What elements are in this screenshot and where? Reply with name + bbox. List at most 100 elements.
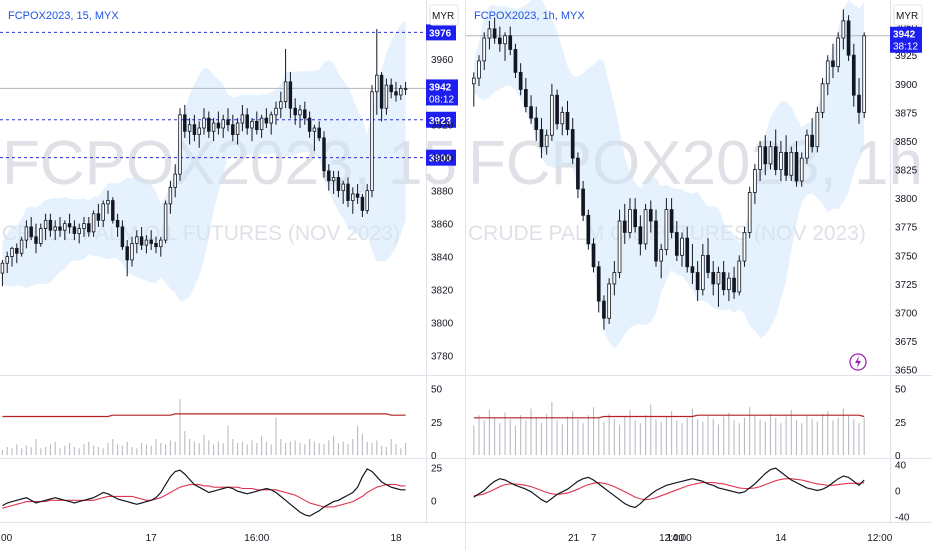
left-candle <box>288 71 293 119</box>
candle-body <box>612 272 617 285</box>
right-candle <box>508 26 513 56</box>
left-price-tick: 3780 <box>431 352 454 363</box>
candle-body <box>565 111 570 130</box>
candle-body <box>389 84 393 93</box>
left-candle <box>346 177 350 208</box>
left-candle <box>58 217 62 237</box>
candle-body <box>346 183 350 201</box>
right-candle <box>690 243 695 284</box>
candle-body <box>231 124 235 135</box>
left-candle <box>231 114 235 142</box>
right-candle <box>648 200 653 233</box>
left-candle <box>370 85 374 198</box>
left-currency-box <box>429 4 459 26</box>
left-candle <box>274 101 278 125</box>
left-candle <box>240 104 245 132</box>
candle-body <box>607 283 611 319</box>
left-osc-tick: 25 <box>431 464 443 475</box>
left-candle <box>322 131 326 178</box>
right-candle <box>643 203 648 250</box>
left-candle <box>394 81 398 102</box>
right-candle <box>524 78 528 113</box>
candle-body <box>498 37 502 45</box>
left-candle <box>111 197 115 224</box>
left-candle <box>226 108 230 132</box>
right-candle <box>846 15 851 61</box>
left-candle <box>235 118 240 145</box>
right-volume-tick: 50 <box>895 385 907 396</box>
candle-body <box>737 260 742 293</box>
candle-body <box>39 228 43 244</box>
candle-body <box>96 213 101 221</box>
left-candle <box>365 184 369 214</box>
candle-body <box>841 20 846 39</box>
right-candle <box>841 9 846 50</box>
candle-body <box>820 83 825 113</box>
candle-body <box>250 121 254 129</box>
left-candle <box>144 235 149 254</box>
left-candle <box>351 187 355 214</box>
left-price-tick: 3800 <box>431 319 454 330</box>
candle-body <box>168 186 173 205</box>
candle-body <box>312 127 317 132</box>
candle-body <box>53 226 57 231</box>
candle-body <box>283 81 288 103</box>
left-candle <box>327 164 331 191</box>
candle-body <box>202 117 206 129</box>
candle-body <box>685 237 690 268</box>
right-price-tick: 3650 <box>895 366 918 377</box>
candle-body <box>628 209 632 233</box>
left-candle <box>317 121 321 142</box>
left-last-price-badge <box>426 79 458 106</box>
right-candle <box>602 295 606 330</box>
left-time-tick: 16:00 <box>244 533 269 544</box>
right-price-tick: 3850 <box>895 137 918 148</box>
candle-body <box>264 117 269 124</box>
right-candle <box>482 32 487 71</box>
right-candle <box>471 72 476 107</box>
candle-body <box>659 249 664 262</box>
left-candle <box>39 223 43 247</box>
candle-body <box>24 226 29 241</box>
candle-body <box>178 114 182 175</box>
candle-body <box>529 106 533 119</box>
candle-body <box>322 137 326 172</box>
candle-body <box>810 134 814 148</box>
left-candle <box>207 111 211 138</box>
left-candle <box>403 81 408 96</box>
right-candle <box>732 266 736 299</box>
right-candle <box>810 118 814 153</box>
left-candle <box>63 220 67 241</box>
right-candle <box>487 20 492 50</box>
candle-body <box>617 220 622 273</box>
candle-body <box>375 74 379 93</box>
candle-body <box>654 220 658 262</box>
right-candle <box>539 118 544 159</box>
right-candle <box>633 198 637 233</box>
right-time-tick: 14 <box>775 533 787 544</box>
left-candle <box>178 108 182 181</box>
candle-body <box>758 146 762 170</box>
left-candle <box>5 251 9 274</box>
left-candle <box>197 121 201 148</box>
candle-body <box>471 77 476 85</box>
right-candle <box>695 261 700 302</box>
candle-body <box>288 81 293 109</box>
right-candle <box>664 198 669 256</box>
left-level-label: 3976 <box>429 28 452 39</box>
right-candle <box>789 146 794 181</box>
candle-body <box>255 121 259 131</box>
candle-body <box>384 84 389 109</box>
candle-body <box>690 266 695 273</box>
candle-body <box>680 237 684 256</box>
candle-body <box>341 183 345 192</box>
right-price-tick: 3750 <box>895 251 918 262</box>
right-price-tick: 3900 <box>895 80 918 91</box>
right-candle <box>529 95 533 124</box>
right-candle <box>862 32 867 119</box>
right-candle <box>503 32 507 61</box>
candle-body <box>331 177 336 182</box>
candle-body <box>794 151 799 182</box>
lightning-icon[interactable] <box>849 353 867 371</box>
left-price-tick: 3960 <box>431 55 454 66</box>
